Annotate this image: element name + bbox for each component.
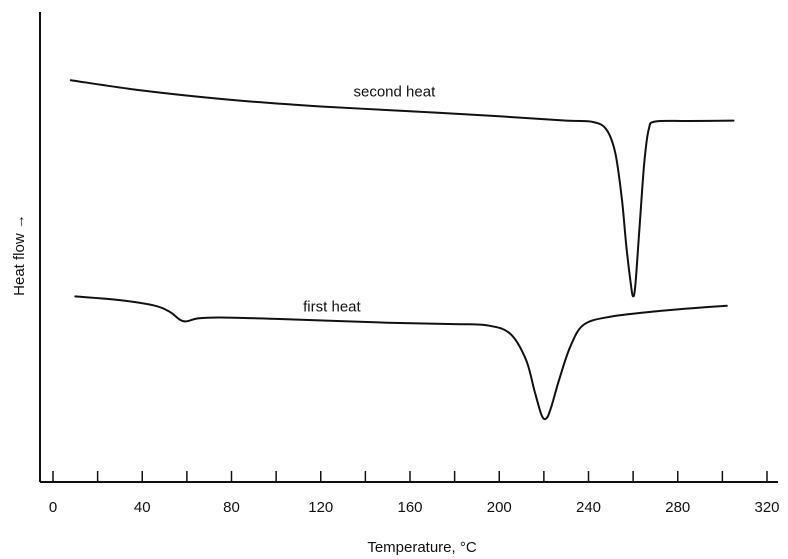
x-tick-label: 0	[49, 499, 57, 516]
series-label-second-heat: second heat	[354, 84, 437, 101]
series-group	[69, 79, 735, 421]
x-ticks	[52, 471, 768, 482]
x-tick-label: 320	[754, 499, 779, 516]
x-axis-title: Temperature, °C	[367, 539, 477, 556]
x-tick-label: 40	[134, 499, 151, 516]
x-tick-label: 280	[665, 499, 690, 516]
x-tick-labels: 0 40 80 120 160 200 240 280 320	[49, 499, 780, 516]
series-line-second-heat	[69, 79, 735, 298]
x-tick-label: 80	[223, 499, 240, 516]
x-tick-label: 160	[397, 499, 422, 516]
annotation-group: second heat first heat	[303, 84, 436, 316]
series-line-first-heat	[74, 295, 728, 421]
y-axis-title: Heat flow →	[11, 214, 28, 296]
x-tick-label: 200	[487, 499, 512, 516]
x-tick-label: 240	[576, 499, 601, 516]
series-label-first-heat: first heat	[303, 298, 361, 315]
x-tick-label: 120	[308, 499, 333, 516]
